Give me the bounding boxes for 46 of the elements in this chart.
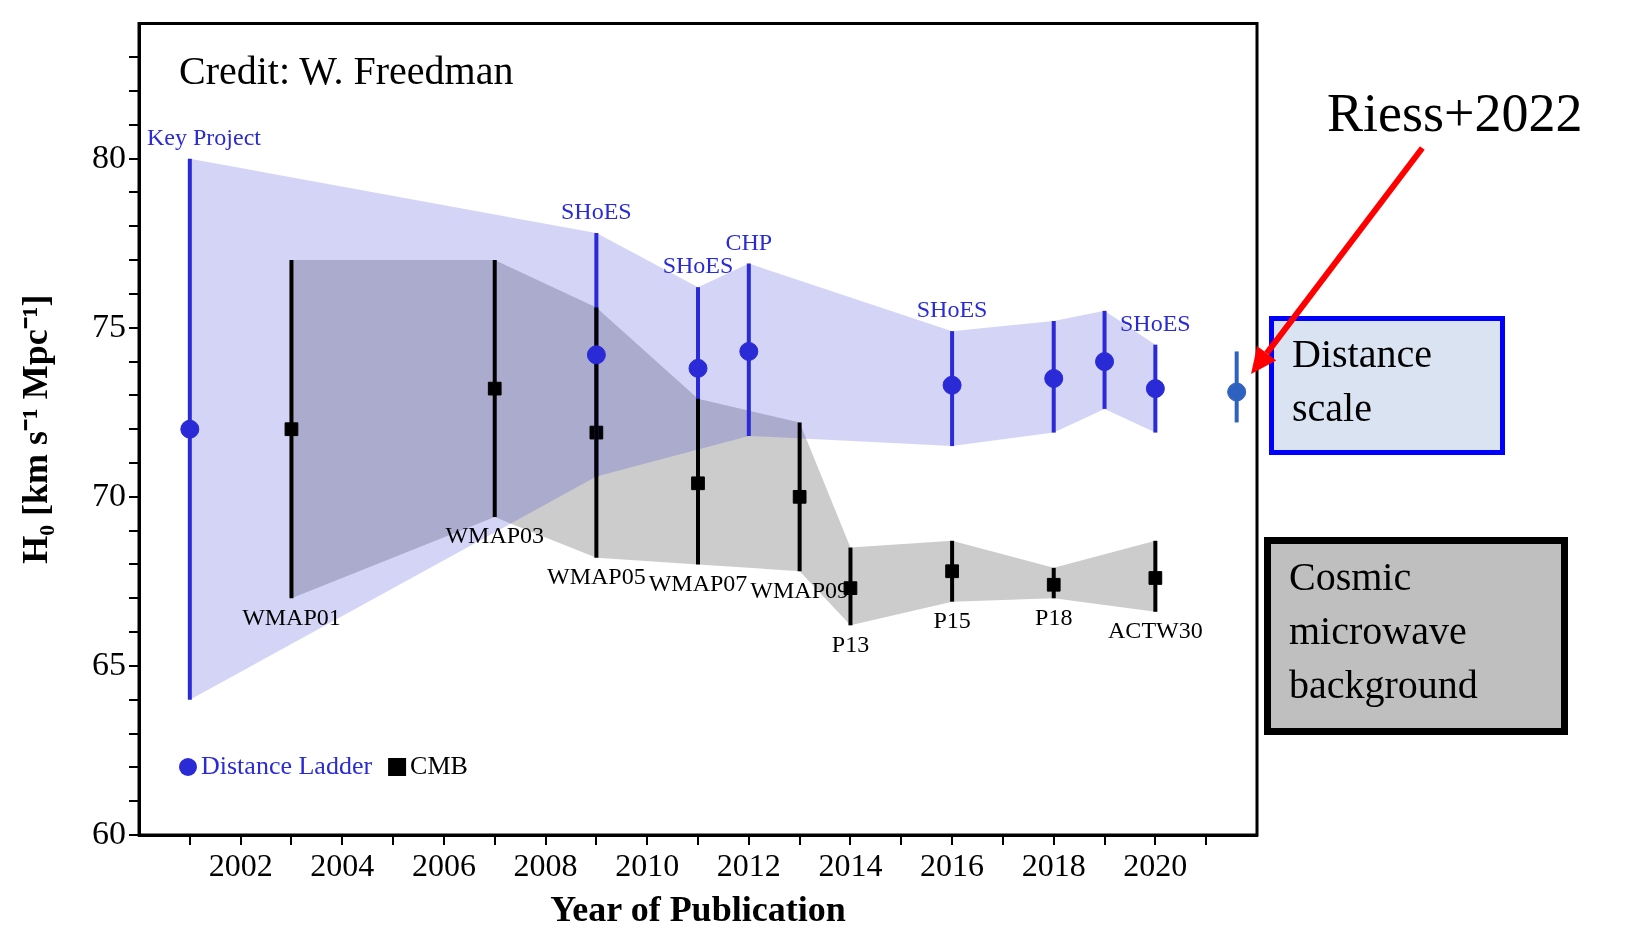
point <box>739 341 759 361</box>
annotation: SHoES <box>1120 309 1191 336</box>
point <box>1044 368 1064 388</box>
x-axis-title: Year of Publication <box>550 888 846 929</box>
annotation: SHoES <box>662 252 734 279</box>
annotation: ACTW30 <box>1108 617 1203 644</box>
x-tick-label: 2018 <box>1021 846 1086 883</box>
point <box>1095 352 1115 372</box>
annotation: WMAP09 <box>750 576 849 603</box>
annotation: Key Project <box>147 123 262 150</box>
annotation: WMAP01 <box>242 603 341 630</box>
point <box>688 358 708 378</box>
x-tick-label: 2006 <box>411 846 476 883</box>
x-tick-label: 2016 <box>920 846 985 883</box>
x-tick-label: 2020 <box>1123 846 1188 883</box>
annotation: P18 <box>1035 603 1073 630</box>
x-tick-label: 2002 <box>208 846 273 883</box>
annotation: SHoES <box>916 296 988 323</box>
point <box>180 419 200 439</box>
text: Cosmic microwave background <box>1264 537 1568 735</box>
x-tick-label: 2012 <box>716 846 781 883</box>
legend-label: Distance Ladder <box>201 750 373 780</box>
point <box>942 375 962 395</box>
annotation: Credit: W. Freedman <box>179 47 514 95</box>
y-axis-title: H₀ [km s⁻¹ Mpc⁻¹] <box>14 294 55 564</box>
annotation: WMAP05 <box>547 563 646 589</box>
legend-label: CMB <box>410 750 468 780</box>
x-tick-label: 2010 <box>615 846 680 883</box>
annotation: SHoES <box>561 198 632 225</box>
annotation: WMAP03 <box>445 522 545 549</box>
x-tick-label: 2014 <box>818 846 883 883</box>
annotation: WMAP07 <box>648 569 748 596</box>
point <box>586 345 606 365</box>
annotation: P13 <box>831 630 870 657</box>
text: Riess+2022 <box>1327 82 1583 144</box>
y-tick-label: 70 <box>92 475 126 513</box>
x-tick-label: 2008 <box>513 846 578 883</box>
text: Distance scale <box>1269 316 1505 455</box>
x-tick-label: 2004 <box>310 846 375 883</box>
y-tick-label: 80 <box>92 137 126 175</box>
y-tick-label: 75 <box>92 306 126 344</box>
y-tick-label: 60 <box>92 813 126 851</box>
annotation: P15 <box>933 606 971 633</box>
y-tick-label: 65 <box>92 644 126 682</box>
point <box>1145 379 1165 399</box>
annotation: CHP <box>725 228 773 255</box>
